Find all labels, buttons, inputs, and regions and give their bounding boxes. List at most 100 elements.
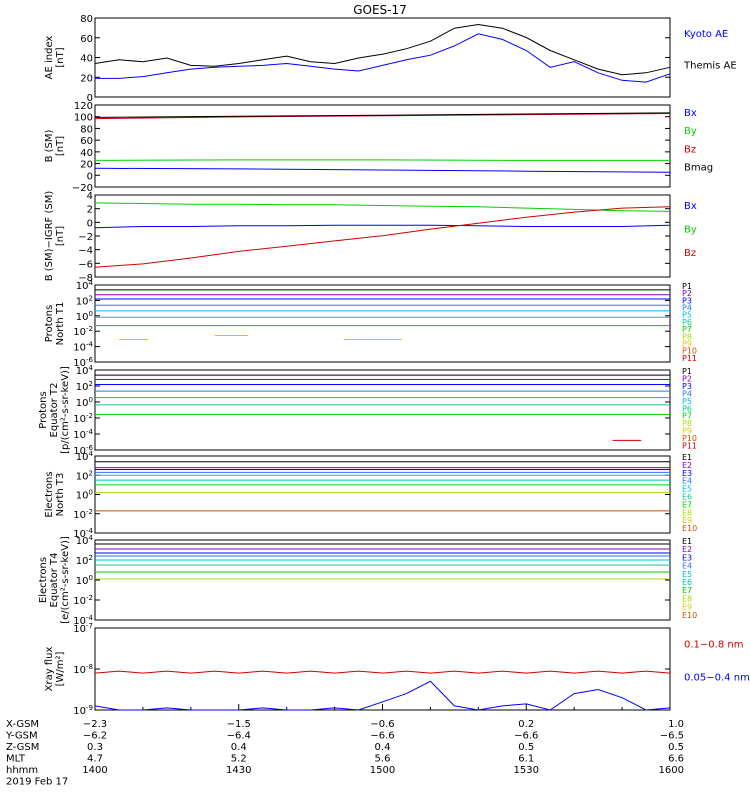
legend-item-pn-1: P2 <box>682 289 692 298</box>
legend-item-ee-2: E3 <box>682 553 692 562</box>
ytick-label-pe-2: 100 <box>76 396 93 409</box>
ytick-label-pe-1: 102 <box>76 380 93 393</box>
legend-item-ee-4: E5 <box>682 570 692 579</box>
series-xray-0.1−0.8-nm <box>94 670 671 674</box>
legend-item-pn-0: P1 <box>682 282 692 291</box>
series-bsm-Bmag <box>94 112 671 118</box>
xrow-value-Y-GSM-4: −6.5 <box>660 731 684 742</box>
ytick-label-bsm-2: 80 <box>80 124 93 135</box>
panel-en: 104 102 100 10-2 10-4 Electrons North T3 E1E2E3… <box>44 450 697 540</box>
ytick-label-xray-1: 10-8 <box>73 663 93 676</box>
ytick-label-ee-2: 100 <box>76 574 93 587</box>
ytick-label-bsm-0: 120 <box>74 101 93 112</box>
panel-frame-pn <box>94 284 671 363</box>
ytick-label-ee-3: 10-2 <box>73 594 93 607</box>
panel-pn: 104 102 100 10-2 10-4 10-6 Protons North T1 P1P2… <box>44 279 697 369</box>
legend-xray: 0.1−0.8 nm 0.05−0.4 nm <box>684 640 750 684</box>
legend-item-bsm-0: Bx <box>684 108 697 119</box>
xrow-value-MLT-3: 6.1 <box>518 754 534 765</box>
x-axis-group: X-GSM −2.3 −1.5 −0.6 0.2 1.0 Y-GSM −6.2 −6.4 −6.6… <box>5 704 684 788</box>
legend-item-pe-9: P10 <box>682 434 697 443</box>
legend-item-en-9: E10 <box>682 524 697 533</box>
legend-item-ee-0: E1 <box>682 537 692 546</box>
legend-item-en-5: E6 <box>682 493 692 502</box>
series-bigrf-By <box>94 202 671 212</box>
legend-item-pn-4: P5 <box>682 311 692 320</box>
legend-item-bsm-1: By <box>684 126 697 137</box>
xrow-value-Z-GSM-3: 0.5 <box>518 742 534 753</box>
plot-title: GOES-17 <box>353 3 407 17</box>
ytick-label-ee-1: 102 <box>76 554 93 567</box>
ylabel-bigrf-0: B (SM)−IGRF (SM) <box>44 191 55 282</box>
legend-item-bsm-3: Bmag <box>684 163 713 174</box>
xrow-value-hhmm-0: 1400 <box>82 765 107 776</box>
xrow-value-Z-GSM-4: 0.5 <box>668 742 684 753</box>
legend-item-en-3: E4 <box>682 477 692 486</box>
legend-item-en-6: E7 <box>682 500 692 509</box>
ytick-label-bsm-5: 20 <box>80 160 93 171</box>
panel-bigrf: 4 2 0 −2 −4 −6 −8 B (SM)−IGRF (SM) [nT] Bx By Bz <box>44 191 697 284</box>
series-ae-Themis-AE <box>94 23 671 76</box>
ytick-label-pn-3: 10-2 <box>73 325 93 338</box>
legend-item-ee-3: E4 <box>682 562 692 571</box>
xrow-value-Y-GSM-2: −6.6 <box>370 731 394 742</box>
ylabel-ee-1: Equator T4 <box>49 553 60 608</box>
ytick-label-bsm-6: 0 <box>87 171 93 182</box>
xrow-value-Z-GSM-0: 0.3 <box>87 742 103 753</box>
series-ae-Kyoto-AE <box>95 33 671 83</box>
ytick-label-bigrf-3: −2 <box>78 232 93 243</box>
legend-item-pe-8: P9 <box>682 427 692 436</box>
ytick-label-bigrf-4: −4 <box>78 246 93 257</box>
legend-item-ae-1: Themis AE <box>683 61 737 72</box>
ytick-label-en-3: 10-2 <box>73 508 93 521</box>
panel-pe: 104 102 100 10-2 10-4 10-6 Protons Equator T2 [p… <box>38 364 697 457</box>
legend-item-pn-8: P9 <box>682 339 692 348</box>
xrow-value-MLT-4: 6.6 <box>668 754 684 765</box>
ytick-label-bsm-1: 100 <box>74 113 93 124</box>
ylabel-ee-0: Electrons <box>38 557 49 603</box>
ytick-label-pn-4: 10-4 <box>73 341 93 354</box>
ytick-label-pe-0: 104 <box>76 364 94 377</box>
legend-item-xray-0: 0.1−0.8 nm <box>684 640 743 651</box>
ytick-label-en-0: 104 <box>76 450 94 463</box>
ylabel-pn-1: North T1 <box>55 302 66 346</box>
ytick-label-pe-5: 10-6 <box>73 444 93 457</box>
ylabel-ae-0: AE index <box>44 36 55 80</box>
ytick-label-xray-0: 10-7 <box>73 622 93 635</box>
legend-item-ee-7: E8 <box>682 594 692 603</box>
ytick-label-pn-0: 104 <box>76 279 94 292</box>
xrow-value-X-GSM-2: −0.6 <box>370 719 394 730</box>
legend-item-bigrf-0: Bx <box>684 201 697 212</box>
ylabel-en-0: Electrons <box>44 471 55 517</box>
legend-item-pe-0: P1 <box>682 367 692 376</box>
ytick-label-bigrf-6: −8 <box>78 273 93 284</box>
legend-item-ee-5: E6 <box>682 578 692 587</box>
legend-item-ae-0: Kyoto AE <box>684 29 728 40</box>
ylabel-pe-0: Protons <box>38 391 49 428</box>
legend-item-pn-3: P4 <box>682 304 692 313</box>
panel-frame-pe <box>94 369 671 451</box>
xrow-value-MLT-0: 4.7 <box>87 754 103 765</box>
xrow-value-hhmm-4: 1600 <box>659 765 684 776</box>
ytick-label-pn-1: 102 <box>76 294 93 307</box>
ylabel-ae-1: [nT] <box>55 47 66 67</box>
ytick-label-pe-4: 10-4 <box>73 428 93 441</box>
xrow-label-hhmm: hhmm <box>6 765 38 776</box>
legend-item-pe-5: P6 <box>682 404 692 413</box>
legend-item-pn-2: P3 <box>682 296 692 305</box>
xrow-label-Y-GSM: Y-GSM <box>5 731 38 742</box>
legend-item-pe-6: P7 <box>682 412 692 421</box>
xrow-value-Y-GSM-1: −6.4 <box>227 731 251 742</box>
legend-item-pe-2: P3 <box>682 382 692 391</box>
xrow-value-X-GSM-4: 1.0 <box>668 719 684 730</box>
ylabel-bigrf-1: [nT] <box>55 226 66 246</box>
legend-item-pe-4: P5 <box>682 397 692 406</box>
legend-item-en-2: E3 <box>682 469 692 478</box>
legend-bsm: Bx By Bz Bmag <box>684 108 713 174</box>
panel-ee: 104 102 100 10-2 10-4 Electrons Equator T4 [e/(… <box>38 534 697 627</box>
ytick-label-ae-0: 80 <box>80 14 93 25</box>
panel-frame-xray <box>94 627 671 711</box>
